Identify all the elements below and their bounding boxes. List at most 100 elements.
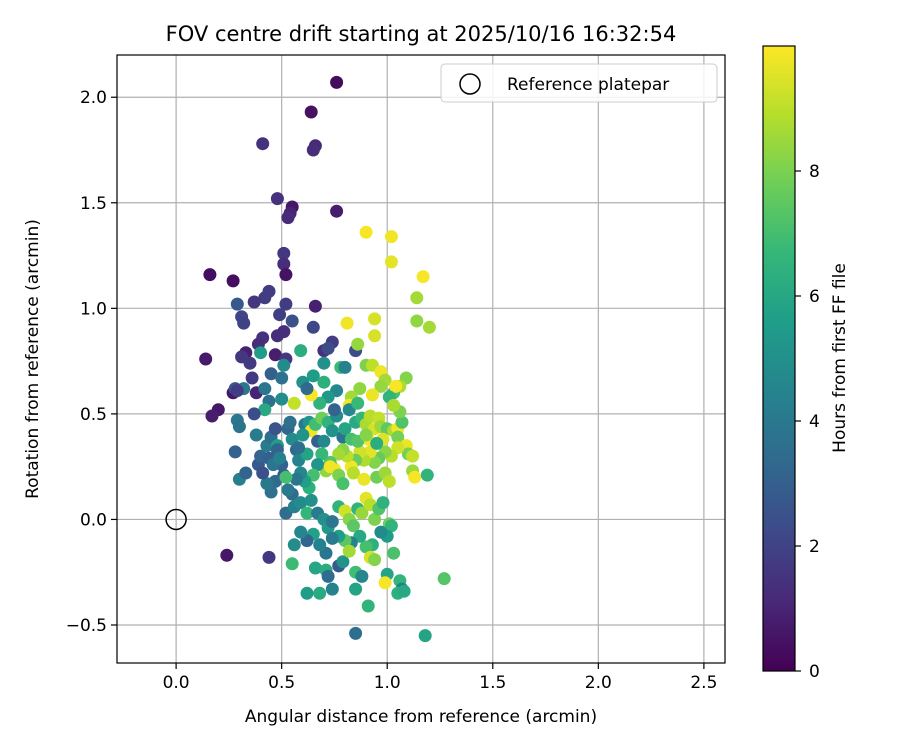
data-point — [249, 428, 263, 442]
y-tick-label: 1.0 — [80, 299, 107, 319]
data-point — [228, 445, 242, 459]
data-point — [308, 561, 322, 575]
data-point — [220, 548, 234, 562]
data-point — [387, 546, 401, 560]
legend-marker-icon — [459, 73, 481, 95]
y-axis-label: Rotation from reference (arcmin) — [23, 219, 43, 499]
colorbar-tick-label: 4 — [809, 412, 820, 432]
grid — [117, 55, 725, 663]
data-point — [268, 422, 282, 436]
data-point — [317, 356, 331, 370]
axis-ticks: 0.0 0.5 1.0 1.5 2.0 2.5 −0.5 0.0 0.5 1.0 1.5 2.0 — [66, 88, 718, 693]
x-tick-label: 2.0 — [585, 673, 612, 693]
data-point — [254, 346, 268, 360]
x-tick-label: 0.0 — [163, 673, 190, 693]
data-point — [232, 420, 246, 434]
data-point — [205, 409, 219, 423]
data-point — [243, 356, 257, 370]
data-point — [406, 449, 420, 463]
data-point — [384, 519, 398, 533]
data-point — [368, 512, 382, 526]
data-point — [300, 506, 314, 520]
colorbar-label: Hours from first FF file — [830, 263, 850, 453]
data-point — [311, 458, 325, 472]
data-point — [281, 483, 295, 497]
data-point — [247, 407, 261, 421]
x-tick-label: 0.5 — [268, 673, 295, 693]
data-point — [410, 291, 424, 305]
data-point — [349, 582, 363, 596]
data-point — [416, 270, 430, 284]
data-point — [237, 316, 251, 330]
data-point — [296, 428, 310, 442]
data-point — [365, 388, 379, 402]
data-point — [397, 584, 411, 598]
data-point — [247, 295, 261, 309]
colorbar-tick-label: 6 — [809, 287, 820, 307]
data-point — [313, 396, 327, 410]
data-point — [374, 525, 388, 539]
data-point — [384, 230, 398, 244]
data-point — [330, 75, 344, 89]
data-point — [230, 384, 244, 398]
colorbar-tick-label: 8 — [809, 162, 820, 182]
colorbar-tick-label: 2 — [809, 537, 820, 557]
data-point — [279, 268, 293, 282]
data-point — [199, 352, 213, 366]
data-point — [355, 506, 369, 520]
data-point — [315, 447, 329, 461]
data-point — [368, 329, 382, 343]
colorbar-tick-label: 0 — [809, 662, 820, 682]
data-point — [376, 496, 390, 510]
data-point — [279, 297, 293, 311]
data-point — [391, 430, 405, 444]
data-point — [359, 540, 373, 554]
data-point — [279, 470, 293, 484]
data-point — [300, 382, 314, 396]
data-point — [420, 468, 434, 482]
x-tick-label: 1.5 — [479, 673, 506, 693]
x-axis-label: Angular distance from reference (arcmin) — [245, 707, 597, 727]
data-point — [306, 369, 320, 383]
y-tick-label: 0.0 — [80, 510, 107, 530]
reference-platepar-marker — [165, 508, 187, 531]
data-point — [308, 299, 322, 313]
colorbar-gradient — [763, 46, 795, 671]
data-point — [387, 398, 401, 412]
data-point — [325, 582, 339, 596]
data-point — [270, 329, 284, 343]
data-point — [349, 626, 363, 640]
data-point — [336, 555, 350, 569]
data-point — [226, 274, 240, 288]
data-point — [275, 392, 289, 406]
legend: Reference platepar — [440, 63, 718, 103]
data-point — [313, 586, 327, 600]
data-point — [273, 308, 287, 322]
x-tick-label: 2.5 — [690, 673, 717, 693]
y-tick-label: −0.5 — [66, 616, 107, 636]
data-point — [283, 415, 297, 429]
y-tick-label: 0.5 — [80, 405, 107, 425]
data-point — [370, 436, 384, 450]
data-point — [277, 246, 291, 260]
data-point — [294, 344, 308, 358]
data-point — [277, 358, 291, 372]
data-point — [277, 257, 291, 271]
data-point — [281, 211, 295, 225]
data-point — [437, 572, 451, 586]
data-point — [359, 428, 373, 442]
data-point — [357, 472, 371, 486]
data-point — [353, 382, 367, 396]
data-point — [355, 569, 369, 583]
data-point — [351, 337, 365, 351]
data-point — [368, 553, 382, 567]
data-point — [338, 422, 352, 436]
chart-title: FOV centre drift starting at 2025/10/16 … — [166, 22, 677, 46]
data-point — [338, 360, 352, 374]
data-point — [256, 466, 270, 480]
y-tick-label: 2.0 — [80, 88, 107, 108]
data-point — [287, 396, 301, 410]
data-point — [342, 544, 356, 558]
colorbar: 0 2 4 6 8 Hours from first FF file — [762, 45, 850, 682]
